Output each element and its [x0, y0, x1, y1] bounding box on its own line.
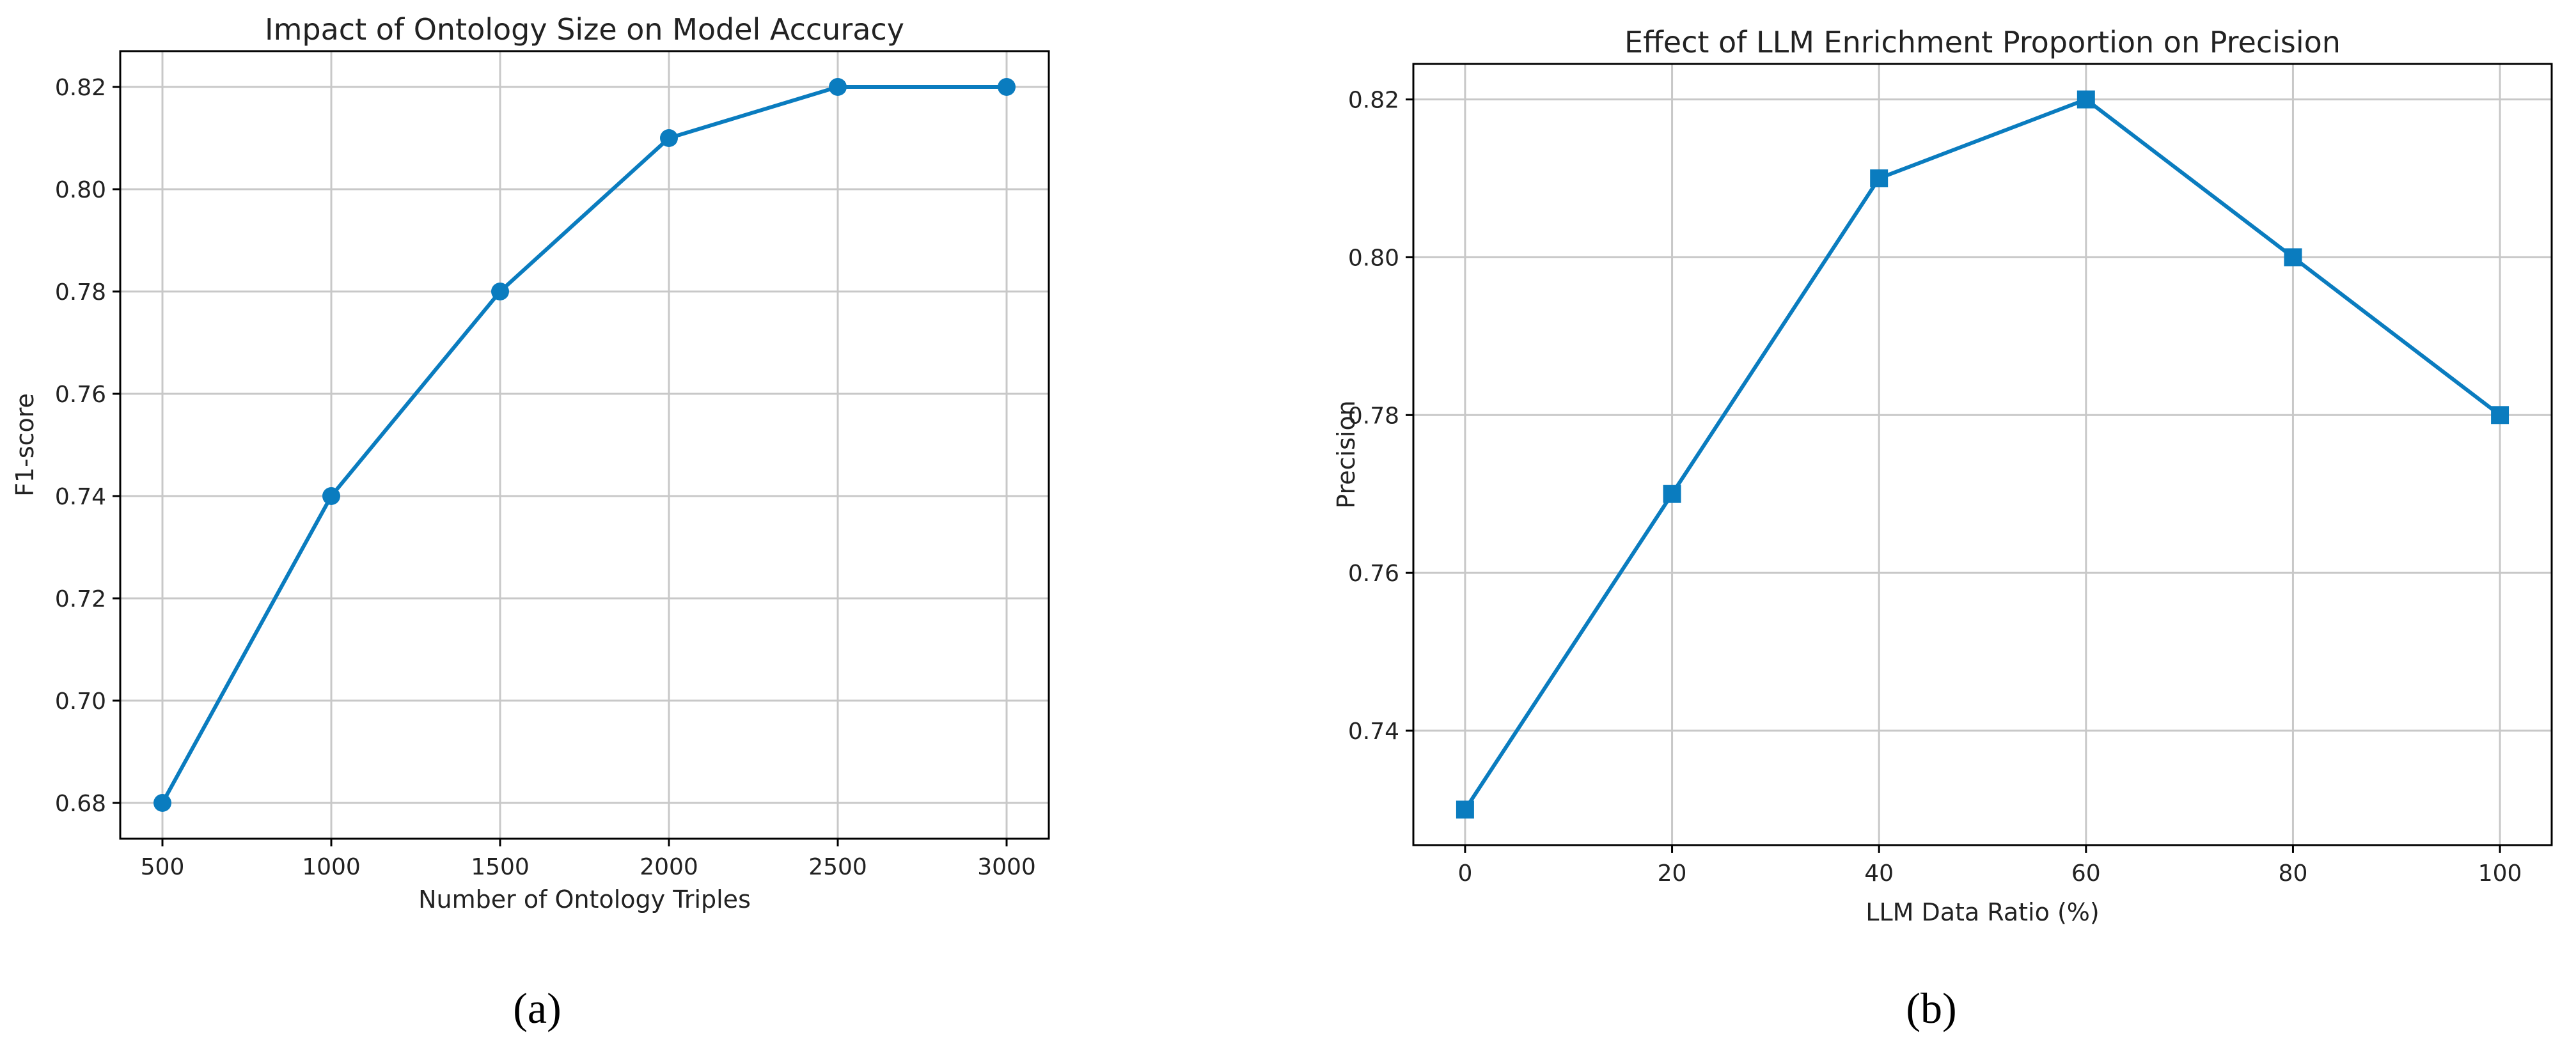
chart-panel-b: 0 20 40 60 80 100 0.74 0.76 0.78 0.80 0.82 Effect o… — [1332, 25, 2553, 1032]
panel-label: (b) — [1906, 984, 1956, 1032]
x-tick-label: 2000 — [640, 854, 698, 880]
x-tick-label: 0 — [1457, 860, 1472, 887]
y-axis-label: F1-score — [11, 393, 39, 497]
y-tick-label: 0.76 — [55, 382, 106, 408]
chart-title: Impact of Ontology Size on Model Accurac… — [265, 12, 904, 47]
x-tick-label: 1500 — [471, 854, 530, 880]
plot-frame — [119, 50, 1050, 840]
x-tick-label: 1000 — [302, 854, 361, 880]
x-tick-label: 80 — [2279, 860, 2308, 887]
y-tick-label: 0.82 — [55, 75, 106, 101]
y-axis-label: Precision — [1332, 400, 1360, 509]
x-tick-label: 20 — [1658, 860, 1687, 887]
x-tick-label: 100 — [2478, 860, 2522, 887]
data-point-marker — [322, 487, 340, 505]
chart-panel-a: 500 1000 1500 2000 2500 3000 0.68 0.70 0.72 0.74 0… — [11, 12, 1050, 1032]
y-tick-label: 0.76 — [1348, 561, 1399, 587]
data-point-marker — [491, 283, 509, 300]
data-point-marker — [998, 78, 1016, 96]
y-tick-label: 0.78 — [55, 279, 106, 306]
data-point-marker — [1456, 800, 1474, 819]
data-point-marker — [829, 78, 847, 96]
y-tick-label: 0.82 — [1348, 88, 1399, 114]
series-line — [161, 85, 1007, 804]
data-point-marker — [2284, 248, 2302, 267]
x-tick-label: 500 — [141, 854, 185, 880]
data-point-marker — [153, 794, 171, 812]
panel-label: (a) — [513, 984, 561, 1032]
y-tick-label: 0.74 — [55, 484, 106, 510]
data-point-marker — [2491, 406, 2509, 424]
y-tick-label: 0.74 — [1348, 719, 1399, 745]
y-tick-label: 0.70 — [55, 688, 106, 715]
y-tick-label: 0.78 — [1348, 403, 1399, 429]
series-line — [1463, 97, 2501, 811]
y-tick-label: 0.80 — [1348, 245, 1399, 271]
data-point-marker — [1870, 169, 1889, 187]
x-tick-label: 3000 — [977, 854, 1036, 880]
x-tick-label: 40 — [1864, 860, 1894, 887]
y-tick-label: 0.72 — [55, 586, 106, 612]
chart-title: Effect of LLM Enrichment Proportion on P… — [1624, 25, 2341, 59]
x-tick-label: 60 — [2071, 860, 2101, 887]
x-tick-label: 2500 — [808, 854, 867, 880]
x-axis-label: Number of Ontology Triples — [418, 885, 751, 914]
data-point-marker — [1663, 485, 1681, 503]
data-point-marker — [660, 129, 678, 147]
data-point-marker — [2077, 90, 2095, 109]
plot-frame — [1412, 63, 2553, 846]
y-tick-label: 0.80 — [55, 177, 106, 203]
y-tick-label: 0.68 — [55, 791, 106, 817]
x-axis-label: LLM Data Ratio (%) — [1865, 898, 2099, 926]
